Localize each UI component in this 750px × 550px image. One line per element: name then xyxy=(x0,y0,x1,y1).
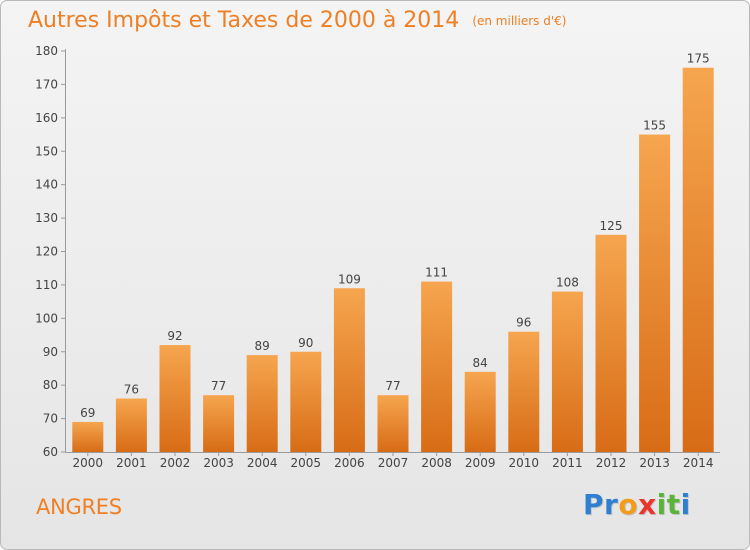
bar xyxy=(639,134,671,452)
x-tick-label: 2011 xyxy=(552,456,583,470)
y-tick-label: 90 xyxy=(43,345,58,359)
x-tick-label: 2009 xyxy=(465,456,496,470)
bar xyxy=(290,351,322,452)
logo-letter: i xyxy=(656,488,667,521)
bar xyxy=(595,234,627,452)
location-label: ANGRES xyxy=(36,495,122,519)
x-tick-label: 2010 xyxy=(509,456,540,470)
y-tick-label: 60 xyxy=(43,445,58,459)
x-tick-label: 2004 xyxy=(247,456,278,470)
data-label: 155 xyxy=(643,119,666,133)
logo-letter: x xyxy=(638,488,657,521)
chart-subtitle: (en milliers d'€) xyxy=(472,14,567,28)
chart-title: Autres Impôts et Taxes de 2000 à 2014 (e… xyxy=(28,7,566,35)
y-tick-label: 160 xyxy=(35,111,58,125)
y-tick-label: 180 xyxy=(35,44,58,58)
logo-letter: t xyxy=(666,488,681,521)
data-label: 109 xyxy=(338,272,361,286)
data-label: 89 xyxy=(255,339,270,353)
data-label: 175 xyxy=(687,52,710,66)
bar xyxy=(508,331,540,452)
data-label: 111 xyxy=(425,266,448,280)
x-tick-label: 2006 xyxy=(334,456,365,470)
x-tick-label: 2003 xyxy=(203,456,234,470)
x-tick-label: 2001 xyxy=(116,456,147,470)
data-label: 69 xyxy=(80,406,95,420)
data-label: 125 xyxy=(600,219,623,233)
logo-letter: P xyxy=(583,488,605,521)
data-label: 77 xyxy=(385,379,400,393)
bar xyxy=(72,421,104,452)
x-tick-label: 2002 xyxy=(160,456,191,470)
data-label: 108 xyxy=(556,276,579,290)
data-label: 90 xyxy=(298,336,313,350)
bar xyxy=(333,288,365,452)
y-tick-label: 170 xyxy=(35,77,58,91)
bar xyxy=(115,398,147,452)
x-tick-label: 2005 xyxy=(291,456,322,470)
x-tick-label: 2014 xyxy=(683,456,714,470)
data-label: 76 xyxy=(124,383,139,397)
bar xyxy=(246,355,278,452)
data-label: 96 xyxy=(516,316,531,330)
data-label: 77 xyxy=(211,379,226,393)
x-tick-label: 2012 xyxy=(596,456,627,470)
x-tick-label: 2008 xyxy=(421,456,452,470)
y-tick-label: 80 xyxy=(43,378,58,392)
logo-letter: i xyxy=(680,488,691,521)
data-label: 92 xyxy=(167,329,182,343)
y-tick-label: 120 xyxy=(35,245,58,259)
bar xyxy=(464,371,496,452)
proxiti-logo[interactable]: Proxiti xyxy=(583,488,691,521)
y-tick-label: 110 xyxy=(35,278,58,292)
bar xyxy=(682,67,714,452)
y-tick-label: 100 xyxy=(35,311,58,325)
y-tick-label: 130 xyxy=(35,211,58,225)
logo-letter: r xyxy=(604,488,619,521)
bar xyxy=(551,291,583,452)
y-tick-label: 140 xyxy=(35,178,58,192)
bar xyxy=(203,395,235,452)
logo-letter: o xyxy=(618,488,639,521)
x-tick-label: 2007 xyxy=(378,456,409,470)
data-label: 84 xyxy=(473,356,488,370)
bar xyxy=(159,345,191,452)
x-tick-label: 2013 xyxy=(639,456,670,470)
y-tick-label: 70 xyxy=(43,412,58,426)
y-tick-label: 150 xyxy=(35,144,58,158)
chart-title-text: Autres Impôts et Taxes de 2000 à 2014 xyxy=(28,8,460,33)
bar xyxy=(377,395,409,452)
bar xyxy=(421,281,453,452)
x-tick-label: 2000 xyxy=(73,456,104,470)
